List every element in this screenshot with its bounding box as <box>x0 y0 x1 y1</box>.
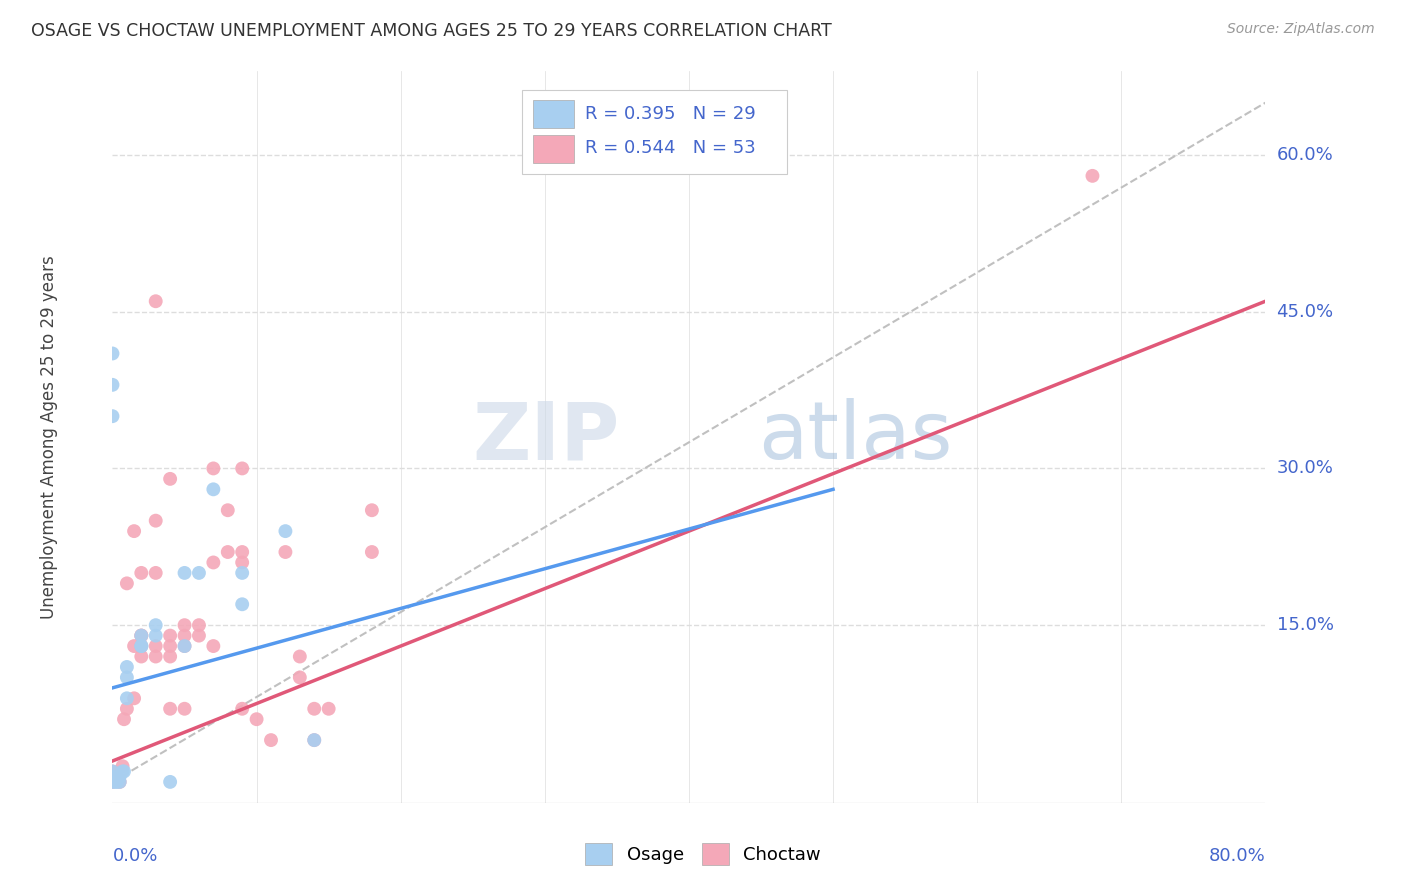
Point <box>173 639 195 653</box>
Point <box>105 775 128 789</box>
Point <box>159 472 181 486</box>
Point <box>260 733 283 747</box>
Point <box>115 660 138 674</box>
Text: ZIP: ZIP <box>472 398 620 476</box>
Point <box>129 639 153 653</box>
Point <box>304 702 326 716</box>
Point <box>217 545 239 559</box>
Bar <box>533 135 574 163</box>
Legend: Osage, Choctaw: Osage, Choctaw <box>576 834 830 874</box>
Point <box>115 702 138 716</box>
Text: 0.0%: 0.0% <box>112 847 157 864</box>
Point <box>231 556 253 570</box>
Point <box>231 461 253 475</box>
Point <box>129 639 153 653</box>
Point <box>188 629 211 643</box>
Point <box>129 639 153 653</box>
Point <box>159 629 181 643</box>
FancyBboxPatch shape <box>522 90 787 174</box>
Point <box>173 629 195 643</box>
Point <box>145 514 167 528</box>
Point <box>129 566 153 580</box>
Text: 15.0%: 15.0% <box>1277 616 1333 634</box>
Point <box>231 566 253 580</box>
Point <box>145 618 167 632</box>
Point <box>159 639 181 653</box>
Point <box>360 503 382 517</box>
Point <box>101 764 124 779</box>
Text: OSAGE VS CHOCTAW UNEMPLOYMENT AMONG AGES 25 TO 29 YEARS CORRELATION CHART: OSAGE VS CHOCTAW UNEMPLOYMENT AMONG AGES… <box>31 22 832 40</box>
Point <box>202 483 225 497</box>
Point <box>115 576 138 591</box>
Point <box>108 775 131 789</box>
Point <box>288 649 311 664</box>
Point <box>101 409 124 424</box>
Point <box>304 733 326 747</box>
Text: atlas: atlas <box>758 398 952 476</box>
Point <box>288 670 311 684</box>
Point <box>101 775 124 789</box>
Point <box>159 775 181 789</box>
Point <box>202 556 225 570</box>
Point <box>122 691 145 706</box>
Point <box>122 524 145 538</box>
Point <box>246 712 269 726</box>
Point <box>274 545 297 559</box>
Point <box>145 629 167 643</box>
Point <box>145 649 167 664</box>
Point <box>145 566 167 580</box>
Point <box>202 639 225 653</box>
Point <box>231 597 253 611</box>
Text: 45.0%: 45.0% <box>1277 302 1334 321</box>
Point <box>1081 169 1104 183</box>
Text: Unemployment Among Ages 25 to 29 years: Unemployment Among Ages 25 to 29 years <box>39 255 58 619</box>
Point <box>188 618 211 632</box>
Point <box>159 649 181 664</box>
Text: 60.0%: 60.0% <box>1277 146 1333 164</box>
Point <box>101 770 124 784</box>
Point <box>173 566 195 580</box>
Point <box>104 775 127 789</box>
Point <box>111 764 134 779</box>
Point <box>129 649 153 664</box>
Point <box>274 524 297 538</box>
Point <box>217 503 239 517</box>
Point <box>101 377 124 392</box>
Point <box>101 770 124 784</box>
Point <box>112 764 135 779</box>
Text: 30.0%: 30.0% <box>1277 459 1333 477</box>
Point <box>318 702 340 716</box>
Point <box>129 629 153 643</box>
Point <box>111 759 134 773</box>
Point <box>115 670 138 684</box>
Point <box>112 712 135 726</box>
Point <box>360 545 382 559</box>
Bar <box>533 100 574 128</box>
Text: R = 0.544   N = 53: R = 0.544 N = 53 <box>585 139 756 157</box>
Point <box>101 775 124 789</box>
Point <box>202 461 225 475</box>
Point <box>173 639 195 653</box>
Point <box>101 764 124 779</box>
Point <box>188 566 211 580</box>
Point <box>231 702 253 716</box>
Point <box>173 702 195 716</box>
Point <box>304 733 326 747</box>
Point <box>231 545 253 559</box>
Point <box>108 775 131 789</box>
Text: 80.0%: 80.0% <box>1209 847 1265 864</box>
Point <box>129 629 153 643</box>
Text: R = 0.395   N = 29: R = 0.395 N = 29 <box>585 104 756 123</box>
Point <box>173 618 195 632</box>
Point <box>108 770 131 784</box>
Point <box>122 639 145 653</box>
Point <box>129 629 153 643</box>
Point <box>145 294 167 309</box>
Point <box>101 346 124 360</box>
Point <box>159 702 181 716</box>
Point <box>105 770 128 784</box>
Point <box>145 639 167 653</box>
Text: Source: ZipAtlas.com: Source: ZipAtlas.com <box>1227 22 1375 37</box>
Point <box>115 691 138 706</box>
